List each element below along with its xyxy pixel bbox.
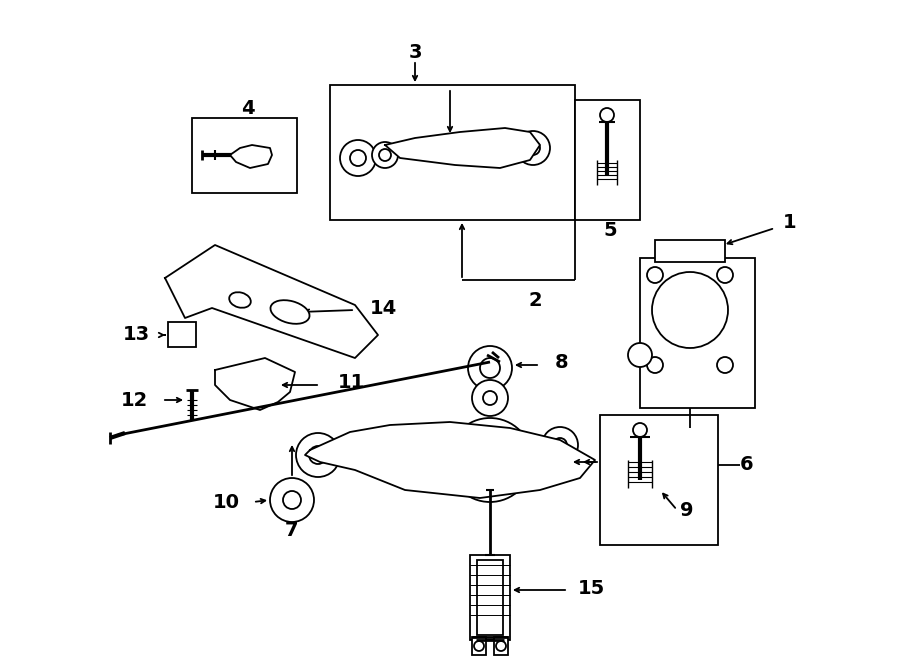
Bar bbox=[655, 240, 725, 262]
Circle shape bbox=[372, 142, 398, 168]
Polygon shape bbox=[215, 358, 295, 410]
Bar bbox=[477, 560, 503, 635]
Text: 4: 4 bbox=[241, 98, 255, 118]
Circle shape bbox=[717, 357, 733, 373]
Circle shape bbox=[309, 446, 327, 464]
Circle shape bbox=[633, 423, 647, 437]
Circle shape bbox=[647, 357, 663, 373]
Circle shape bbox=[526, 141, 540, 155]
Text: 5: 5 bbox=[603, 221, 616, 239]
Polygon shape bbox=[305, 422, 595, 498]
Circle shape bbox=[553, 438, 567, 452]
Text: 13: 13 bbox=[123, 325, 150, 344]
Circle shape bbox=[270, 478, 314, 522]
Text: 1: 1 bbox=[783, 212, 796, 231]
Circle shape bbox=[652, 272, 728, 348]
Bar bbox=[600, 415, 718, 545]
Circle shape bbox=[647, 267, 663, 283]
Text: 6: 6 bbox=[740, 455, 753, 475]
Text: 3: 3 bbox=[409, 42, 422, 61]
Circle shape bbox=[600, 108, 614, 122]
Circle shape bbox=[480, 358, 500, 378]
Polygon shape bbox=[385, 128, 540, 168]
Text: 14: 14 bbox=[370, 299, 397, 317]
Circle shape bbox=[379, 149, 391, 161]
Text: 10: 10 bbox=[213, 492, 240, 512]
Text: 12: 12 bbox=[121, 391, 148, 410]
Text: 7: 7 bbox=[285, 520, 299, 539]
Circle shape bbox=[283, 491, 301, 509]
Bar bbox=[575, 100, 640, 220]
Bar bbox=[330, 85, 575, 220]
Text: 9: 9 bbox=[680, 500, 694, 520]
Circle shape bbox=[350, 150, 366, 166]
Circle shape bbox=[246, 376, 270, 400]
Circle shape bbox=[468, 346, 512, 390]
Circle shape bbox=[496, 641, 506, 651]
Circle shape bbox=[542, 427, 578, 463]
Bar bbox=[640, 258, 755, 408]
Circle shape bbox=[483, 391, 497, 405]
Circle shape bbox=[448, 418, 532, 502]
Circle shape bbox=[628, 343, 652, 367]
Circle shape bbox=[472, 380, 508, 416]
Bar bbox=[472, 637, 486, 655]
Polygon shape bbox=[230, 145, 272, 168]
Ellipse shape bbox=[271, 300, 310, 324]
Ellipse shape bbox=[230, 292, 251, 308]
Circle shape bbox=[717, 267, 733, 283]
Circle shape bbox=[340, 140, 376, 176]
Circle shape bbox=[516, 131, 550, 165]
Text: 8: 8 bbox=[555, 354, 569, 373]
Text: 2: 2 bbox=[528, 290, 542, 309]
Text: 11: 11 bbox=[338, 373, 365, 393]
Bar bbox=[470, 555, 510, 640]
Circle shape bbox=[678, 423, 702, 447]
Bar bbox=[192, 118, 297, 193]
Circle shape bbox=[296, 433, 340, 477]
Circle shape bbox=[474, 641, 484, 651]
Bar bbox=[168, 322, 196, 347]
Polygon shape bbox=[165, 245, 378, 358]
Circle shape bbox=[470, 440, 510, 480]
Bar bbox=[494, 637, 508, 655]
Text: 15: 15 bbox=[578, 578, 605, 598]
